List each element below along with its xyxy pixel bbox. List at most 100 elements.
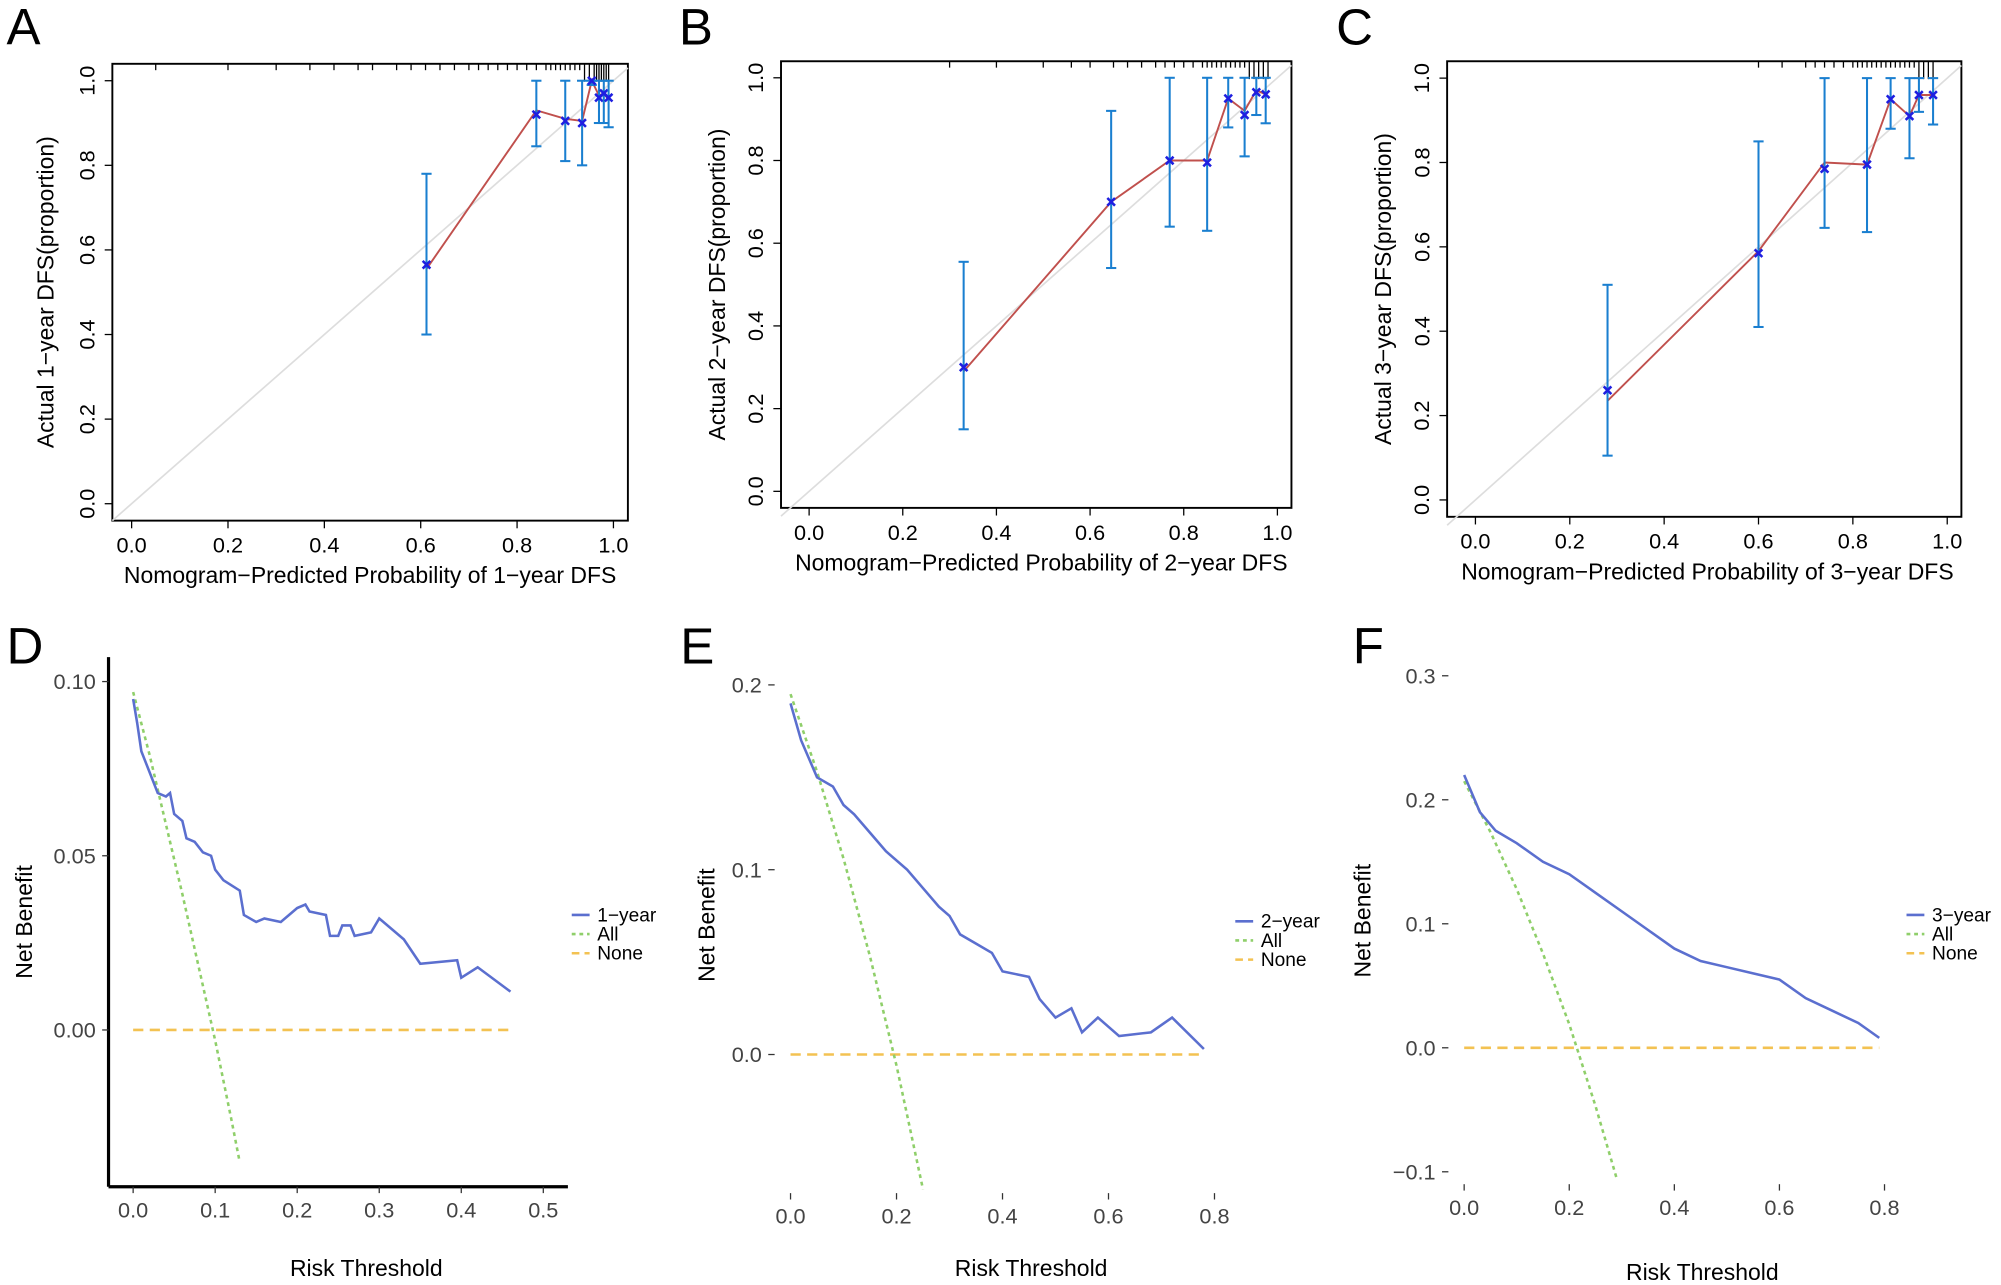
- y-axis-label: Net Benefit: [11, 865, 37, 979]
- x-axis-label: Risk Threshold: [955, 1255, 1108, 1281]
- x-tick-label: 1.0: [598, 533, 628, 558]
- x-tick-label: 0.0: [117, 533, 147, 558]
- x-tick-label: 0.8: [1869, 1195, 1899, 1220]
- legend-label: All: [1932, 924, 1953, 945]
- y-tick-label: 0.6: [743, 228, 768, 258]
- y-tick-label: 0.2: [732, 673, 762, 698]
- legend-label: 2−year: [1261, 912, 1321, 933]
- observed-marker: [1928, 90, 1938, 100]
- x-tick-label: 0.2: [1555, 529, 1585, 554]
- y-axis-label: Net Benefit: [1350, 863, 1376, 977]
- x-tick-label: 0.0: [794, 520, 824, 545]
- y-tick-label: 0.3: [1405, 663, 1435, 688]
- y-tick-label: 0.8: [74, 150, 99, 180]
- y-axis-label: Actual 1−year DFS(proportion): [33, 136, 59, 448]
- ideal-line: [111, 67, 629, 522]
- apparent-line: [1606, 94, 1934, 402]
- x-tick-label: 0.2: [282, 1197, 312, 1222]
- x-tick-label: 0.8: [1838, 529, 1868, 554]
- y-tick-label: 0.4: [743, 311, 768, 341]
- y-tick-label: 0.2: [1405, 787, 1435, 812]
- y-tick-label: 0.8: [743, 145, 768, 175]
- observed-marker: [1164, 155, 1175, 166]
- x-tick-label: 1.0: [1932, 529, 1962, 554]
- y-tick-label: 0.6: [74, 235, 99, 265]
- x-tick-label: 0.0: [1449, 1195, 1479, 1220]
- y-tick-label: 0.10: [54, 669, 96, 694]
- y-tick-label: 1.0: [74, 66, 99, 96]
- y-tick-label: 0.00: [54, 1018, 96, 1043]
- model-line: [131, 698, 512, 993]
- observed-marker: [1223, 93, 1233, 104]
- x-tick-label: 0.8: [1169, 520, 1199, 545]
- y-tick-label: 0.2: [74, 404, 99, 434]
- panel-c: C Nomogram−Predicted Probability of 3−yea…: [1336, 0, 1963, 584]
- observed-marker: [587, 75, 597, 86]
- x-tick-label: 1.0: [1262, 520, 1292, 545]
- x-tick-label: 0.2: [1554, 1195, 1584, 1220]
- model-line: [789, 703, 1205, 1050]
- panel-b: B Nomogram−Predicted Probability of 2−yea…: [679, 0, 1293, 575]
- x-tick-label: 0.0: [118, 1197, 148, 1222]
- panel-label: A: [6, 0, 40, 56]
- observed-marker: [531, 109, 542, 120]
- x-tick-label: 0.6: [1743, 529, 1773, 554]
- panel-a: A Nomogram−Predicted Probability of 1−yea…: [6, 0, 629, 588]
- y-tick-label: 0.2: [743, 394, 768, 424]
- legend-label: None: [1932, 944, 1978, 965]
- y-tick-label: 0.0: [1409, 485, 1434, 515]
- x-axis-label: Risk Threshold: [1626, 1259, 1779, 1285]
- x-axis-label: Nomogram−Predicted Probability of 3−year…: [1461, 558, 1953, 584]
- apparent-line: [962, 88, 1267, 373]
- legend-label: All: [1261, 931, 1282, 952]
- observed-marker: [1260, 89, 1271, 100]
- observed-marker: [603, 92, 614, 103]
- all-line: [131, 691, 242, 1163]
- x-tick-label: 0.1: [200, 1197, 230, 1222]
- x-tick-label: 0.6: [1093, 1204, 1123, 1229]
- x-tick-label: 0.5: [528, 1197, 558, 1222]
- x-tick-label: 0.8: [502, 533, 532, 558]
- y-tick-label: 0.0: [732, 1042, 762, 1067]
- x-tick-label: 0.3: [364, 1197, 394, 1222]
- panel-d: D Risk Threshold Net Benefit 0.0 0.1 0.2 0.3 0.…: [6, 618, 656, 1282]
- legend-label: All: [597, 924, 618, 945]
- y-tick-label: 0.1: [732, 857, 762, 882]
- legend-label: None: [1261, 950, 1307, 971]
- observed-marker: [1753, 248, 1764, 258]
- plot-frame: [111, 62, 629, 522]
- observed-marker: [560, 116, 570, 126]
- panel-f: F Risk Threshold Net Benefit 0.0 0.2 0.4 0.6 0.…: [1350, 618, 1992, 1285]
- y-tick-label: −0.1: [1393, 1159, 1436, 1184]
- x-tick-label: 0.4: [446, 1197, 476, 1222]
- all-line: [1463, 780, 1618, 1179]
- x-axis-label: Nomogram−Predicted Probability of 1−year…: [124, 562, 616, 588]
- y-tick-label: 0.8: [1409, 147, 1434, 177]
- x-tick-label: 0.4: [987, 1204, 1017, 1229]
- observed-marker: [1251, 87, 1262, 97]
- observed-marker: [1904, 111, 1915, 121]
- y-axis-label: Net Benefit: [694, 868, 720, 982]
- x-tick-label: 0.4: [309, 533, 339, 558]
- x-tick-label: 0.2: [881, 1204, 911, 1229]
- legend-label: 3−year: [1932, 905, 1992, 926]
- panel-label: F: [1353, 618, 1384, 675]
- y-tick-label: 0.0: [1405, 1035, 1435, 1060]
- observed-marker: [1819, 164, 1830, 174]
- y-tick-label: 0.0: [743, 476, 768, 506]
- x-tick-label: 0.2: [888, 520, 918, 545]
- x-tick-label: 0.6: [1764, 1195, 1794, 1220]
- x-tick-label: 0.8: [1199, 1204, 1229, 1229]
- panel-label: D: [6, 618, 43, 675]
- x-axis-label: Nomogram−Predicted Probability of 2−year…: [795, 549, 1287, 575]
- y-tick-label: 0.4: [1409, 316, 1434, 346]
- x-tick-label: 0.6: [406, 533, 436, 558]
- panel-e: E Risk Threshold Net Benefit 0.0 0.2 0.4 0.6 0.…: [680, 618, 1320, 1282]
- y-tick-label: 0.6: [1409, 232, 1434, 262]
- y-axis-label: Actual 2−year DFS(proportion): [704, 129, 730, 441]
- x-tick-label: 0.0: [1460, 529, 1490, 554]
- observed-marker: [1862, 159, 1872, 170]
- x-tick-label: 0.0: [775, 1204, 805, 1229]
- y-tick-label: 0.1: [1405, 911, 1435, 936]
- y-tick-label: 1.0: [743, 63, 768, 93]
